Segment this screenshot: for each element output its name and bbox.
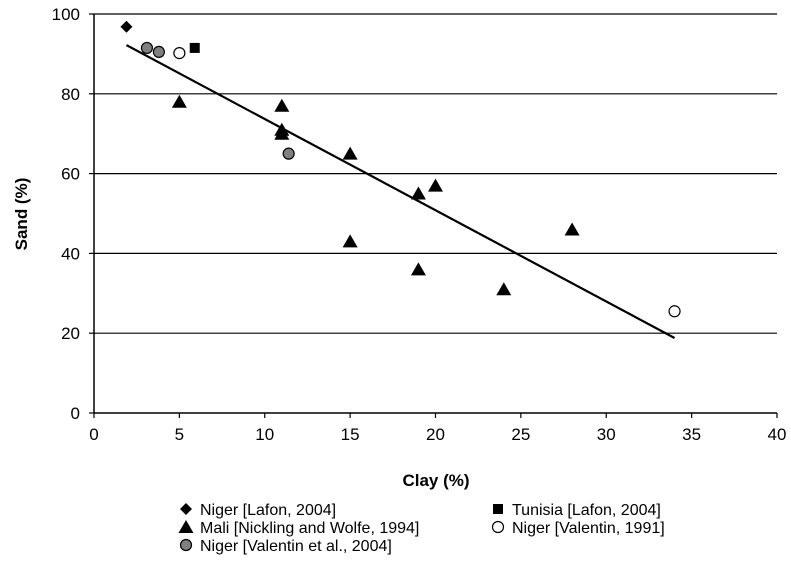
data-point-triangle	[274, 126, 290, 140]
trendline-group	[125, 44, 676, 339]
data-point-triangle	[274, 98, 290, 112]
data-point-triangle	[564, 222, 580, 236]
x-tick-label: 40	[768, 425, 787, 444]
data-point-triangle	[410, 262, 426, 276]
y-tick-label: 20	[61, 324, 80, 343]
tick-labels: 0 20 40 60 80 100 0 5 10 15 20 25 30 35 40	[52, 5, 787, 444]
legend-label: Niger [Lafon, 2004]	[200, 502, 336, 519]
legend: Niger [Lafon, 2004] Tunisia [Lafon, 2004]…	[178, 502, 665, 555]
trendline	[125, 44, 676, 339]
data-point-circle-gray	[140, 41, 154, 55]
data-point-triangle	[496, 282, 512, 296]
y-axis-title: Sand (%)	[12, 178, 31, 251]
legend-label: Mali [Nickling and Wolfe, 1994]	[200, 520, 419, 537]
legend-label: Tunisia [Lafon, 2004]	[512, 502, 661, 519]
legend-marker-circle-open	[491, 520, 505, 534]
data-point-circle-gray	[282, 147, 295, 160]
x-tick-label: 20	[426, 425, 445, 444]
data-point-diamond	[120, 20, 133, 33]
y-tick-label: 0	[71, 404, 80, 423]
y-tick-label: 100	[52, 5, 80, 24]
data-point-circle-open	[173, 47, 186, 60]
data-point-triangle	[171, 94, 187, 108]
data-point-triangle	[428, 178, 443, 192]
legend-marker-circle-gray	[179, 538, 193, 552]
legend-marker-square	[493, 504, 503, 514]
gridlines	[94, 13, 777, 334]
y-tick-label: 80	[61, 85, 80, 104]
x-tick-label: 35	[682, 425, 701, 444]
x-tick-label: 15	[341, 425, 360, 444]
data-point-circle-open	[668, 305, 681, 318]
legend-marker-triangle	[178, 520, 194, 533]
x-tick-label: 0	[89, 425, 98, 444]
legend-marker-diamond	[180, 503, 192, 515]
y-tick-label: 40	[61, 244, 80, 263]
x-axis-title: Clay (%)	[402, 471, 469, 490]
x-tick-label: 30	[597, 425, 616, 444]
x-tick-label: 25	[511, 425, 530, 444]
data-point-triangle	[342, 146, 358, 160]
data-point-triangle	[410, 186, 426, 200]
x-tick-label: 10	[255, 425, 274, 444]
axes	[89, 13, 778, 418]
y-tick-label: 60	[61, 165, 80, 184]
x-tick-label: 5	[175, 425, 184, 444]
data-points	[120, 20, 681, 318]
legend-label: Niger [Valentin et al., 2004]	[200, 538, 392, 555]
data-point-square	[189, 42, 200, 53]
data-point-circle-gray	[152, 45, 165, 59]
legend-label: Niger [Valentin, 1991]	[512, 520, 665, 537]
data-point-triangle	[342, 234, 358, 248]
